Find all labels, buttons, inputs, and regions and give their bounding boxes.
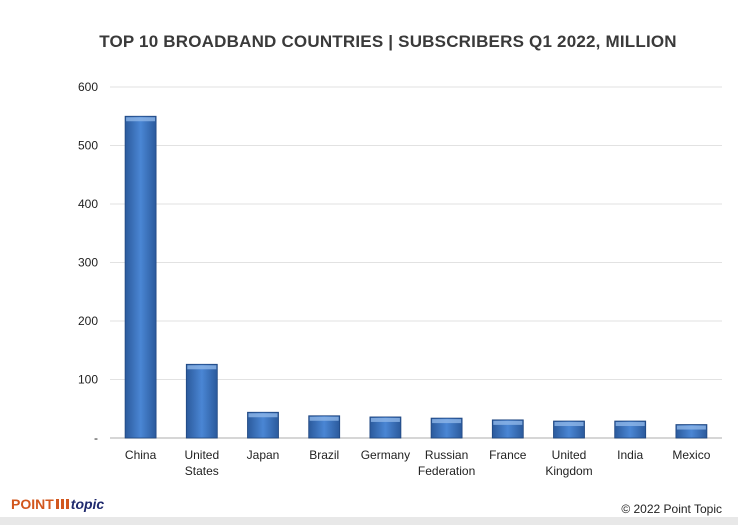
logo-squares-icon: [55, 499, 69, 509]
y-tick-label: 100: [78, 373, 98, 387]
bar-top-highlight: [126, 117, 156, 122]
bar-top-highlight: [432, 419, 462, 424]
x-tick-label: Mexico: [672, 448, 710, 462]
x-tick-label: Russian: [425, 448, 468, 462]
x-tick-label: France: [489, 448, 527, 462]
x-tick-label: States: [185, 464, 219, 478]
x-tick-label: Brazil: [309, 448, 339, 462]
x-tick-label: China: [125, 448, 157, 462]
logo-topic: topic: [70, 496, 105, 512]
x-tick-label: Kingdom: [545, 464, 592, 478]
bar-top-highlight: [615, 422, 645, 427]
x-tick-label: United: [552, 448, 587, 462]
y-tick-label: -: [94, 431, 98, 445]
bar: [308, 415, 341, 439]
logo-point: POINT: [11, 496, 54, 512]
bar-top-highlight: [309, 416, 339, 421]
x-tick-label: India: [617, 448, 643, 462]
bar-top-highlight: [187, 365, 217, 370]
x-tick-label: Germany: [361, 448, 410, 462]
y-tick-label: 200: [78, 314, 98, 328]
bar: [185, 363, 218, 439]
bar-top-highlight: [370, 417, 400, 422]
bottom-strip: [0, 517, 738, 525]
bar-top-highlight: [554, 422, 584, 427]
copyright: © 2022 Point Topic: [621, 502, 722, 516]
bar: [369, 416, 402, 439]
bar-top-highlight: [248, 413, 278, 418]
x-tick-label: Federation: [418, 464, 475, 478]
x-tick-label: Japan: [247, 448, 280, 462]
y-tick-label: 600: [78, 80, 98, 94]
bar-top-highlight: [676, 425, 706, 430]
point-topic-logo: POINT topic: [11, 496, 104, 512]
bar-top-highlight: [493, 420, 523, 425]
y-tick-label: 500: [78, 139, 98, 153]
bar: [124, 115, 157, 439]
y-tick-label: 400: [78, 197, 98, 211]
chart-title: TOP 10 BROADBAND COUNTRIES | SUBSCRIBERS…: [99, 32, 677, 51]
x-tick-label: United: [184, 448, 219, 462]
y-tick-label: 300: [78, 256, 98, 270]
